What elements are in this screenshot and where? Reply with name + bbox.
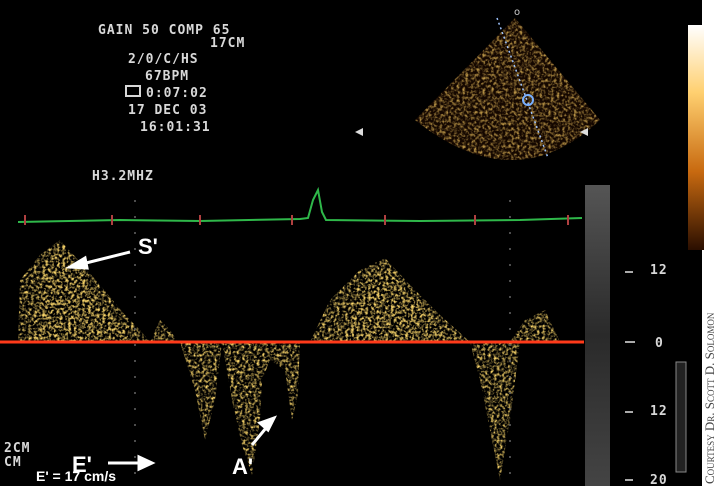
setting-text: 0:07:02 bbox=[146, 86, 208, 101]
measurement-text: E' = 17 cm/s bbox=[36, 468, 116, 484]
scale-label: 20 bbox=[650, 473, 668, 486]
setting-text: 67BPM bbox=[145, 69, 189, 84]
scale-box bbox=[676, 362, 686, 472]
unit-text: CM bbox=[4, 455, 22, 470]
setting-text: 16:01:31 bbox=[140, 120, 211, 135]
scale-label: 0 bbox=[655, 336, 664, 351]
setting-text: 2/0/C/HS bbox=[128, 52, 199, 67]
scale-label: 12 bbox=[650, 263, 668, 278]
unit-text: 2CM bbox=[4, 441, 30, 456]
setting-text: 17 DEC 03 bbox=[128, 103, 207, 118]
gray-scale bbox=[585, 185, 610, 486]
scale-label: 12 bbox=[650, 404, 668, 419]
s-prime-label: S' bbox=[138, 234, 158, 259]
setting-text: 17CM bbox=[210, 36, 245, 51]
color-bar bbox=[688, 25, 704, 250]
a-prime-label: A' bbox=[232, 454, 253, 479]
ultrasound-screen: o GAIN 50 COMP 65 17CM 2/0/C/HS 67BPM 0:… bbox=[0, 0, 719, 486]
credit: Courtesy Dr. Scott D. Solomon bbox=[702, 312, 717, 484]
probe-text: H3.2MHZ bbox=[92, 169, 154, 184]
svg-text:o: o bbox=[514, 7, 520, 18]
